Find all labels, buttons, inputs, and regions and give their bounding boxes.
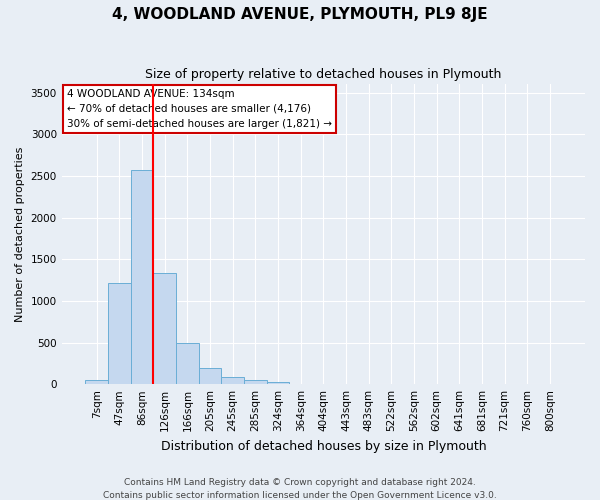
Bar — [176, 342, 199, 384]
Bar — [108, 282, 131, 384]
Title: Size of property relative to detached houses in Plymouth: Size of property relative to detached ho… — [145, 68, 502, 80]
Bar — [154, 274, 176, 384]
X-axis label: Distribution of detached houses by size in Plymouth: Distribution of detached houses by size … — [161, 440, 486, 452]
Bar — [221, 376, 244, 384]
Text: Contains HM Land Registry data © Crown copyright and database right 2024.
Contai: Contains HM Land Registry data © Crown c… — [103, 478, 497, 500]
Bar — [85, 380, 108, 384]
Bar — [244, 380, 266, 384]
Y-axis label: Number of detached properties: Number of detached properties — [15, 146, 25, 322]
Text: 4, WOODLAND AVENUE, PLYMOUTH, PL9 8JE: 4, WOODLAND AVENUE, PLYMOUTH, PL9 8JE — [112, 8, 488, 22]
Bar — [131, 170, 154, 384]
Bar — [266, 382, 289, 384]
Text: 4 WOODLAND AVENUE: 134sqm
← 70% of detached houses are smaller (4,176)
30% of se: 4 WOODLAND AVENUE: 134sqm ← 70% of detac… — [67, 89, 332, 128]
Bar — [199, 368, 221, 384]
